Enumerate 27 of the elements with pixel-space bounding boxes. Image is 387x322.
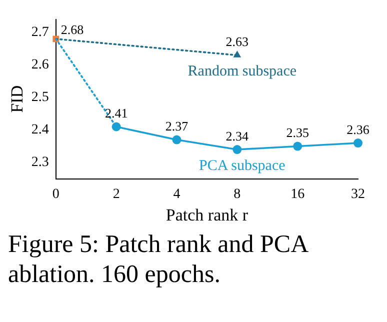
point [293,142,302,151]
x-axis-title: Patch rank r [166,205,248,224]
y-tick-label: 2.5 [31,90,49,106]
series-label: PCA subspace [199,158,286,174]
y-tick-label: 2.3 [31,155,49,170]
x-tick-label: 2 [112,186,120,202]
data-label: 2.63 [226,34,249,50]
data-label: 2.41 [104,106,128,121]
y-tick-label: 2.7 [31,25,49,40]
x-tick-label: 32 [351,186,365,202]
data-label: 2.35 [286,125,309,140]
point [232,145,242,154]
point [172,135,182,144]
data-label: 2.68 [60,22,84,37]
caption: Figure 5: Patch rank and PCA ablation. 160 epochs. [8,230,309,290]
y-axis-title: FID [8,85,27,113]
point [354,138,362,148]
series-label: Random subspace [188,64,297,80]
y-tick-label: 2.6 [31,58,49,73]
x-tick-label: 4 [173,186,180,202]
data-label: 2.36 [346,122,370,137]
x-tick-label: 8 [234,186,241,202]
x-tick-label: 16 [290,186,305,202]
data-label: 2.34 [226,128,250,144]
data-label: 2.37 [165,118,189,134]
x-tick-label: 0 [52,186,60,202]
y-tick-label: 2.4 [31,122,49,138]
